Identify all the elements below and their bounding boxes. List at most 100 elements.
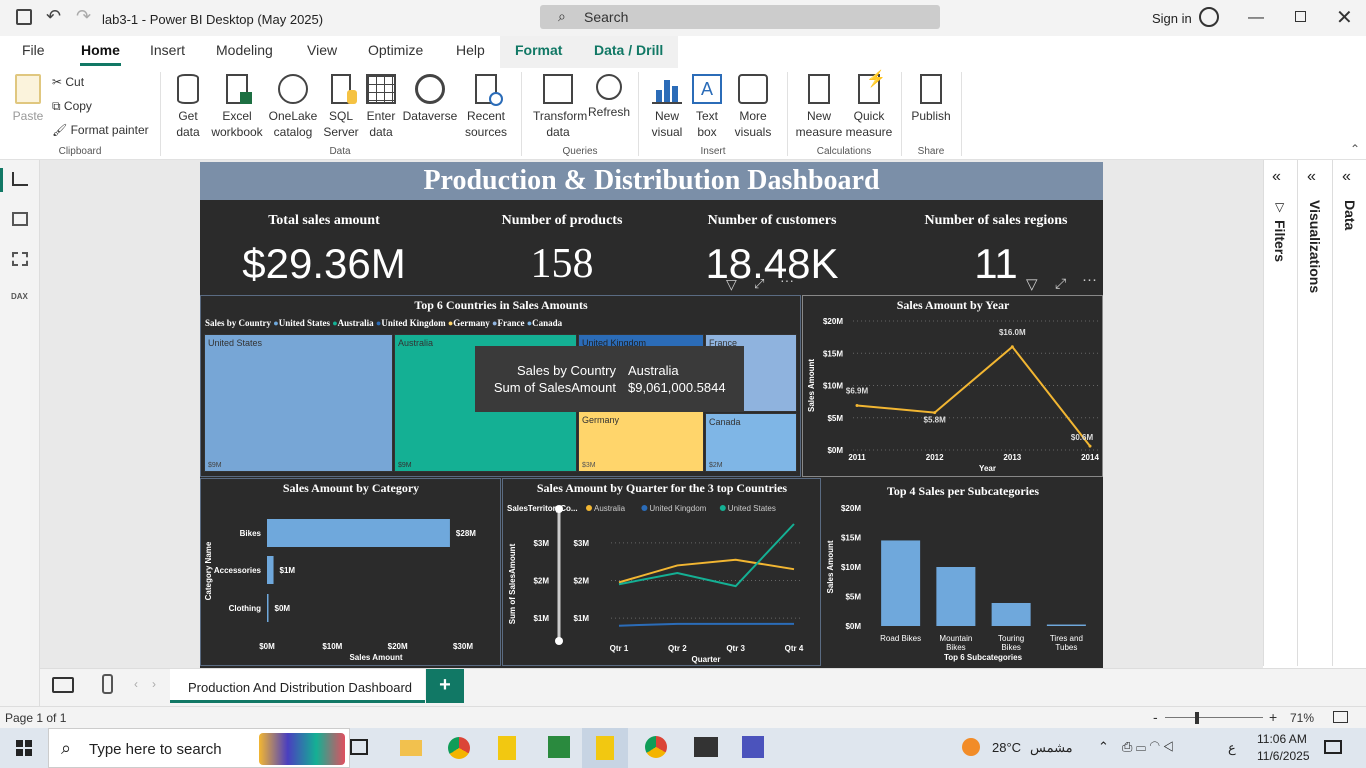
filter-icon[interactable]: ▽ — [726, 276, 737, 292]
user-icon[interactable] — [1199, 7, 1219, 27]
legend-item[interactable]: France — [497, 318, 525, 328]
legend-item[interactable]: Canada — [532, 318, 563, 328]
cut-button[interactable]: ✂ Cut — [52, 74, 84, 90]
weather-temp[interactable]: 28°C — [992, 740, 1022, 755]
app-icon[interactable] — [548, 736, 570, 758]
format-painter-button[interactable]: 🖌 Format painter — [52, 122, 149, 138]
copy-button[interactable]: ⧉ Copy — [52, 98, 92, 114]
photos-icon[interactable] — [694, 737, 718, 757]
weather-icon[interactable] — [962, 738, 980, 756]
file-explorer-icon[interactable] — [400, 740, 422, 756]
more-options-icon[interactable]: ··· — [780, 272, 794, 288]
paste-button[interactable]: Paste — [8, 68, 48, 124]
search-box[interactable]: ⌕ Search — [540, 5, 940, 29]
expand-icon[interactable]: « — [1342, 168, 1351, 185]
weather-condition[interactable]: مشمس — [1030, 740, 1073, 755]
focus-mode-icon[interactable]: ⤢ — [754, 276, 765, 291]
zoom-slider-thumb[interactable] — [1195, 712, 1199, 724]
legend-item[interactable]: Australia — [337, 318, 374, 328]
tab-modeling[interactable]: Modeling — [216, 42, 273, 58]
onelake-catalog-button[interactable]: OneLake catalog — [266, 68, 320, 140]
redo-icon[interactable]: ↷ — [76, 6, 92, 26]
fit-to-page-icon[interactable] — [1333, 711, 1348, 723]
report-view-icon[interactable] — [12, 172, 28, 186]
clock-date[interactable]: 11/6/2025 — [1257, 749, 1310, 763]
more-visuals-button[interactable]: More visuals — [726, 68, 780, 140]
year-line-chart[interactable]: Sales Amount by Year $0M $5M $10M $15M $20M 2… — [802, 295, 1103, 477]
tab-data-drill[interactable]: Data / Drill — [594, 42, 664, 58]
save-icon[interactable] — [16, 9, 32, 25]
sign-in-button[interactable]: Sign in — [1152, 11, 1192, 26]
dataverse-button[interactable]: Dataverse — [400, 68, 460, 124]
subcategory-bar-chart[interactable]: Top 4 Sales per Subcategories $0M $5M $10M… — [822, 478, 1103, 666]
task-view-icon[interactable] — [350, 739, 368, 755]
legend-item[interactable]: United States — [278, 318, 330, 328]
undo-icon[interactable]: ↶ — [46, 6, 62, 26]
filters-label[interactable]: Filters — [1272, 220, 1288, 263]
get-data-button[interactable]: Get data — [166, 68, 210, 140]
clock-time[interactable]: 11:06 AM — [1257, 732, 1307, 746]
text-box-button[interactable]: A Text box — [688, 68, 726, 140]
focus-mode-icon[interactable]: ⤢ — [1055, 275, 1067, 291]
new-measure-button[interactable]: New measure — [794, 68, 844, 140]
treemap-tile-germany[interactable]: Germany $3M — [578, 411, 704, 472]
legend-item[interactable]: United Kingdom — [381, 318, 446, 328]
sql-server-button[interactable]: SQL Server — [322, 68, 360, 140]
notifications-icon[interactable] — [1324, 740, 1342, 754]
tab-home[interactable]: Home — [81, 42, 120, 58]
language-indicator[interactable]: ع — [1228, 740, 1236, 755]
data-pane[interactable]: « Data — [1334, 160, 1366, 666]
treemap-tile-canada[interactable]: Canada $2M — [705, 413, 797, 472]
model-view-icon[interactable] — [12, 252, 28, 266]
category-bar-chart[interactable]: Sales Amount by Category Bikes $28M Access… — [200, 478, 501, 666]
desktop-layout-icon[interactable] — [52, 677, 74, 693]
table-view-icon[interactable] — [12, 212, 28, 226]
zoom-in-button[interactable]: + — [1269, 709, 1278, 725]
chrome-profile-icon[interactable] — [645, 736, 667, 758]
legend-item[interactable]: Germany — [453, 318, 490, 328]
mobile-layout-icon[interactable] — [102, 674, 113, 694]
publish-button[interactable]: Publish — [908, 68, 954, 124]
tab-help[interactable]: Help — [456, 42, 485, 58]
power-bi-icon[interactable] — [498, 736, 516, 760]
visualizations-pane[interactable]: « Visualizations — [1299, 160, 1333, 666]
recent-sources-button[interactable]: Recent sources — [462, 68, 510, 140]
filters-pane[interactable]: « ▽ Filters — [1264, 160, 1298, 666]
tab-optimize[interactable]: Optimize — [368, 42, 424, 58]
expand-icon[interactable]: « — [1307, 168, 1316, 185]
enter-data-button[interactable]: Enter data — [362, 68, 400, 140]
new-visual-button[interactable]: New visual — [646, 68, 688, 140]
zoom-slider[interactable] — [1165, 717, 1263, 718]
windows-start-icon[interactable] — [16, 740, 32, 756]
quick-measure-button[interactable]: ⚡ Quick measure — [844, 68, 894, 140]
tab-format[interactable]: Format — [515, 42, 563, 58]
teams-icon[interactable] — [742, 736, 764, 758]
maximize-icon[interactable] — [1295, 11, 1306, 22]
dax-query-view-icon[interactable]: DAX — [11, 292, 28, 301]
filter-icon[interactable]: ▽ — [1026, 276, 1038, 293]
scroll-right-icon[interactable]: › — [152, 677, 156, 691]
close-icon[interactable]: ✕ — [1336, 7, 1353, 29]
chrome-icon[interactable] — [448, 737, 470, 759]
data-label[interactable]: Data — [1342, 200, 1358, 231]
treemap-tile-united-states[interactable]: United States $9M — [204, 334, 393, 472]
zoom-out-button[interactable]: - — [1153, 709, 1158, 725]
collapse-ribbon-icon[interactable]: ⌃ — [1350, 142, 1361, 156]
quarter-line-chart[interactable]: Sales Amount by Quarter for the 3 top Co… — [502, 478, 821, 666]
more-options-icon[interactable]: ··· — [1082, 271, 1097, 288]
scroll-left-icon[interactable]: ‹ — [134, 677, 138, 691]
add-page-button[interactable]: + — [426, 669, 464, 703]
visualizations-label[interactable]: Visualizations — [1307, 200, 1323, 294]
page-tab-production[interactable]: Production And Distribution Dashboard — [170, 669, 425, 703]
taskbar-search[interactable]: ⌕ Type here to search — [48, 728, 350, 768]
tab-view[interactable]: View — [307, 42, 338, 58]
tab-insert[interactable]: Insert — [150, 42, 186, 58]
tray-chevron-icon[interactable]: ⌃ — [1098, 739, 1109, 754]
refresh-button[interactable]: Refresh — [588, 68, 630, 120]
tab-file[interactable]: File — [22, 42, 45, 58]
expand-icon[interactable]: « — [1272, 168, 1281, 185]
power-bi-rs-icon[interactable] — [596, 736, 614, 760]
transform-data-button[interactable]: Transform data — [528, 68, 588, 140]
minimize-icon[interactable]: — — [1248, 9, 1264, 26]
tray-icons[interactable]: ⎙ ▭ ◠ ◁ — [1122, 739, 1174, 754]
